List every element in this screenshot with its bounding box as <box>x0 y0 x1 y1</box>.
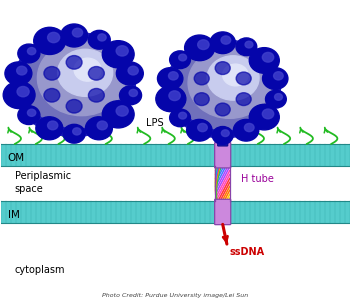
Circle shape <box>66 56 82 69</box>
Circle shape <box>265 90 286 108</box>
Circle shape <box>170 51 190 69</box>
FancyBboxPatch shape <box>218 127 228 146</box>
Circle shape <box>156 86 186 112</box>
FancyBboxPatch shape <box>215 142 231 168</box>
Circle shape <box>38 40 126 116</box>
Circle shape <box>215 103 230 116</box>
Circle shape <box>262 109 274 119</box>
Circle shape <box>63 124 85 143</box>
Text: Photo Credit: Purdue University image/Lei Sun: Photo Credit: Purdue University image/Le… <box>102 293 249 298</box>
Circle shape <box>179 54 187 61</box>
Circle shape <box>175 43 276 130</box>
Circle shape <box>48 121 58 130</box>
Circle shape <box>129 89 138 97</box>
Circle shape <box>48 32 60 43</box>
Text: ssDNA: ssDNA <box>230 247 265 257</box>
Text: IM: IM <box>8 210 20 220</box>
Circle shape <box>236 72 251 85</box>
Circle shape <box>102 101 134 128</box>
Circle shape <box>88 67 104 80</box>
Circle shape <box>249 104 279 130</box>
Circle shape <box>198 123 207 132</box>
Circle shape <box>170 109 190 127</box>
Text: OM: OM <box>8 153 25 163</box>
Bar <box>216 167 230 201</box>
Circle shape <box>85 117 112 140</box>
Circle shape <box>18 44 40 63</box>
Circle shape <box>210 32 236 54</box>
Circle shape <box>262 52 274 62</box>
Circle shape <box>102 41 134 68</box>
Circle shape <box>3 81 35 109</box>
Circle shape <box>34 27 66 55</box>
Circle shape <box>72 28 82 37</box>
Circle shape <box>36 117 63 140</box>
Circle shape <box>18 106 40 124</box>
Circle shape <box>98 34 106 41</box>
Circle shape <box>219 133 224 137</box>
Circle shape <box>212 127 233 144</box>
Circle shape <box>73 128 81 135</box>
Circle shape <box>27 109 36 116</box>
Circle shape <box>263 68 288 89</box>
Circle shape <box>88 88 104 102</box>
Circle shape <box>44 67 60 80</box>
Circle shape <box>116 106 128 116</box>
Circle shape <box>117 62 143 85</box>
Circle shape <box>179 112 187 119</box>
Circle shape <box>168 72 178 80</box>
Circle shape <box>74 58 101 81</box>
Circle shape <box>187 119 212 141</box>
Circle shape <box>158 68 183 89</box>
FancyBboxPatch shape <box>215 199 231 225</box>
Circle shape <box>233 119 259 141</box>
Text: Periplasmic
space: Periplasmic space <box>15 170 71 194</box>
Circle shape <box>128 66 138 75</box>
Circle shape <box>13 32 135 136</box>
Circle shape <box>194 93 209 106</box>
Circle shape <box>221 130 229 136</box>
Circle shape <box>215 62 230 74</box>
Circle shape <box>44 88 60 102</box>
Circle shape <box>5 62 32 85</box>
Circle shape <box>273 72 283 80</box>
Circle shape <box>88 30 110 49</box>
Circle shape <box>17 86 29 97</box>
Circle shape <box>23 36 131 128</box>
Circle shape <box>236 38 257 56</box>
Circle shape <box>61 24 87 47</box>
Text: LPS: LPS <box>146 118 164 128</box>
Circle shape <box>198 40 209 50</box>
Circle shape <box>116 46 128 56</box>
Circle shape <box>165 40 280 138</box>
Circle shape <box>223 64 248 86</box>
Circle shape <box>236 93 251 106</box>
Text: H tube: H tube <box>240 174 273 184</box>
Circle shape <box>274 94 283 100</box>
Circle shape <box>221 36 231 44</box>
Circle shape <box>207 56 259 100</box>
Text: cytoplasm: cytoplasm <box>15 266 65 275</box>
Circle shape <box>194 72 209 85</box>
Circle shape <box>245 41 253 48</box>
Circle shape <box>169 91 180 100</box>
Circle shape <box>97 121 107 130</box>
Circle shape <box>120 86 141 105</box>
Circle shape <box>244 123 254 132</box>
Bar <box>1 201 350 223</box>
Circle shape <box>188 47 271 118</box>
Circle shape <box>27 48 36 55</box>
Bar <box>1 144 350 167</box>
Circle shape <box>249 48 279 73</box>
Circle shape <box>185 35 214 61</box>
Circle shape <box>66 100 82 113</box>
Circle shape <box>58 49 113 96</box>
Circle shape <box>16 66 27 75</box>
